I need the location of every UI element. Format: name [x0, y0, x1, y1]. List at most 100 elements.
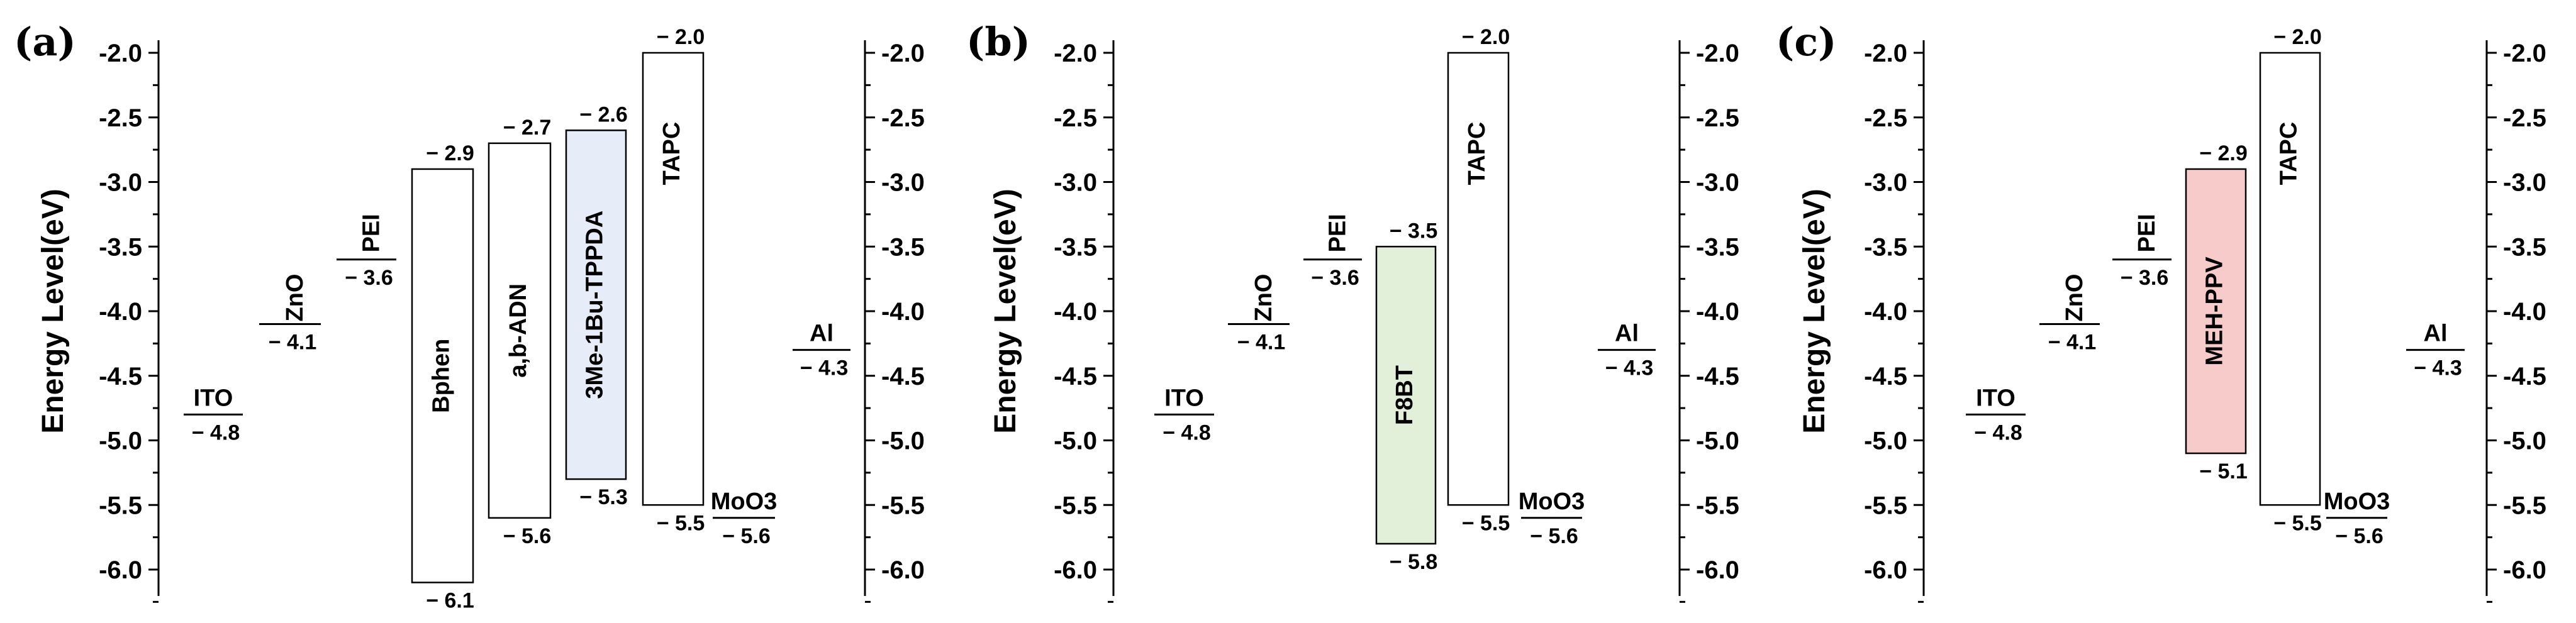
lumo-value: − 3.5 — [1390, 219, 1438, 243]
left-tick-label: -2.5 — [99, 104, 142, 132]
right-y-axis: -2.0 -2.5 -3.0 -3.5 -4.0 -4.5 -5.0 -5.5 -6.0 — [1678, 40, 1739, 603]
energy-box — [642, 52, 705, 506]
right-tick-label: -3.0 — [881, 169, 925, 197]
left-tick-label: -6.0 — [99, 556, 142, 584]
left-tick-label: -2.0 — [1054, 40, 1097, 67]
right-tick-label: -4.0 — [881, 298, 925, 326]
right-tick-label: -3.0 — [1696, 169, 1739, 197]
level-al: Al − 4.3 — [1598, 321, 1656, 380]
level-name: PEI — [1325, 214, 1351, 252]
left-tick-label: -5.5 — [1864, 492, 1907, 519]
level-name: ITO — [1976, 385, 2016, 411]
level-value: − 4.1 — [269, 331, 317, 355]
box-name: TAPC — [1464, 122, 1490, 185]
left-tick-label: -5.0 — [99, 427, 142, 455]
left-y-axis: -2.0 -2.5 -3.0 -3.5 -4.0 -4.5 -5.0 -5.5 -6.0 — [1864, 40, 1925, 603]
lumo-value: − 2.9 — [426, 141, 474, 165]
energy-box — [565, 130, 627, 480]
left-tick-label: -4.5 — [1054, 363, 1097, 390]
level-value: − 3.6 — [345, 266, 393, 290]
left-tick-label: -6.0 — [1054, 556, 1097, 584]
right-tick-label: -2.5 — [1696, 104, 1739, 132]
right-tick-label: -2.0 — [881, 40, 925, 67]
lumo-value: − 2.0 — [2273, 25, 2322, 49]
right-tick-label: -5.0 — [2503, 427, 2546, 455]
box-name: TAPC — [2276, 122, 2302, 185]
energy-box — [2259, 52, 2321, 506]
left-tick-label: -3.5 — [1864, 233, 1907, 261]
level-pei: PEI − 3.6 — [1303, 214, 1362, 290]
right-tick-label: -3.5 — [881, 233, 925, 261]
level-name: PEI — [2134, 214, 2160, 252]
level-value: − 5.6 — [2335, 524, 2384, 548]
lumo-value: − 2.7 — [503, 116, 552, 140]
left-tick-label: -2.5 — [1054, 104, 1097, 132]
right-tick-label: -6.0 — [2503, 556, 2546, 584]
right-tick-label: -4.0 — [1696, 298, 1739, 326]
level-al: Al − 4.3 — [2406, 321, 2465, 380]
level-value: − 4.1 — [1237, 331, 1286, 355]
level-name: Al — [810, 321, 834, 347]
panel-label: (c) — [1776, 19, 1836, 65]
left-tick-label: -5.5 — [1054, 492, 1097, 519]
left-tick-label: -4.0 — [99, 298, 142, 326]
level-value: − 3.6 — [1311, 266, 1359, 290]
level-name: MoO3 — [1519, 488, 1585, 515]
y-axis-title: Energy Level(eV) — [36, 189, 70, 433]
level-name: ZnO — [2061, 274, 2088, 322]
right-tick-label: -6.0 — [881, 556, 925, 584]
left-tick-label: -2.5 — [1864, 104, 1907, 132]
lumo-value: − 2.0 — [657, 25, 705, 49]
right-tick-label: -3.5 — [1696, 233, 1739, 261]
right-tick-label: -5.5 — [881, 492, 925, 519]
level-name: ZnO — [1251, 274, 1277, 322]
level-name: MoO3 — [2324, 488, 2390, 515]
homo-value: − 6.1 — [426, 589, 474, 613]
energy-box — [488, 142, 552, 519]
level-name: ZnO — [282, 274, 308, 322]
energy-box — [2185, 168, 2247, 455]
homo-value: − 5.1 — [2199, 460, 2248, 483]
energy-box — [1447, 52, 1510, 506]
right-tick-label: -5.5 — [2503, 492, 2546, 519]
right-tick-label: -5.0 — [881, 427, 925, 455]
lumo-value: − 2.9 — [2199, 141, 2248, 165]
right-tick-label: -4.5 — [2503, 363, 2546, 390]
box-name: 3Me-1Bu-TPPDA — [582, 211, 608, 399]
right-tick-label: -2.5 — [881, 104, 925, 132]
left-y-axis: -2.0 -2.5 -3.0 -3.5 -4.0 -4.5 -5.0 -5.5 -6.0 — [99, 40, 160, 603]
level-value: − 4.3 — [800, 356, 849, 380]
left-tick-label: -2.0 — [99, 40, 142, 67]
homo-value: − 5.6 — [503, 524, 552, 548]
y-axis-title: Energy Level(eV) — [989, 189, 1022, 433]
box-meh-ppv: − 2.9 − 5.1 MEH-PPV — [2185, 141, 2248, 483]
lumo-value: − 2.0 — [1462, 25, 1510, 49]
level-moo3: MoO3 − 5.6 — [2324, 488, 2390, 548]
right-tick-label: -3.5 — [2503, 233, 2546, 261]
box-a-b-adn: − 2.7 − 5.6 a,b-ADN — [488, 116, 552, 548]
homo-value: − 5.5 — [1462, 511, 1510, 535]
right-tick-label: -5.0 — [1696, 427, 1739, 455]
box-name: MEH-PPV — [2202, 256, 2228, 366]
left-tick-label: -3.0 — [99, 169, 142, 197]
level-value: − 5.6 — [722, 524, 771, 548]
right-tick-label: -4.5 — [1696, 363, 1739, 390]
box-tapc: − 2.0 − 5.5 TAPC — [2259, 25, 2322, 535]
level-value: − 5.6 — [1530, 524, 1578, 548]
left-tick-label: -3.0 — [1054, 169, 1097, 197]
panel-a: (a) Energy Level(eV) -2.0 -2.5 -3.0 -3.5 -4.0 -… — [14, 19, 925, 613]
level-name: Al — [1615, 321, 1639, 347]
left-tick-label: -4.5 — [99, 363, 142, 390]
panel-label: (a) — [14, 19, 76, 65]
level-ito: ITO − 4.8 — [1154, 385, 1214, 444]
level-al: Al − 4.3 — [793, 321, 850, 380]
right-tick-label: -2.0 — [2503, 40, 2546, 67]
level-value: − 4.3 — [1605, 356, 1654, 380]
box-name: a,b-ADN — [505, 284, 532, 378]
left-tick-label: -5.0 — [1054, 427, 1097, 455]
box-3me-1bu-tppda: − 2.6 − 5.3 3Me-1Bu-TPPDA — [565, 102, 628, 509]
box-name: F8BT — [1391, 365, 1418, 425]
y-axis-title: Energy Level(eV) — [1798, 189, 1831, 433]
left-y-axis: -2.0 -2.5 -3.0 -3.5 -4.0 -4.5 -5.0 -5.5 -6.0 — [1054, 40, 1115, 603]
